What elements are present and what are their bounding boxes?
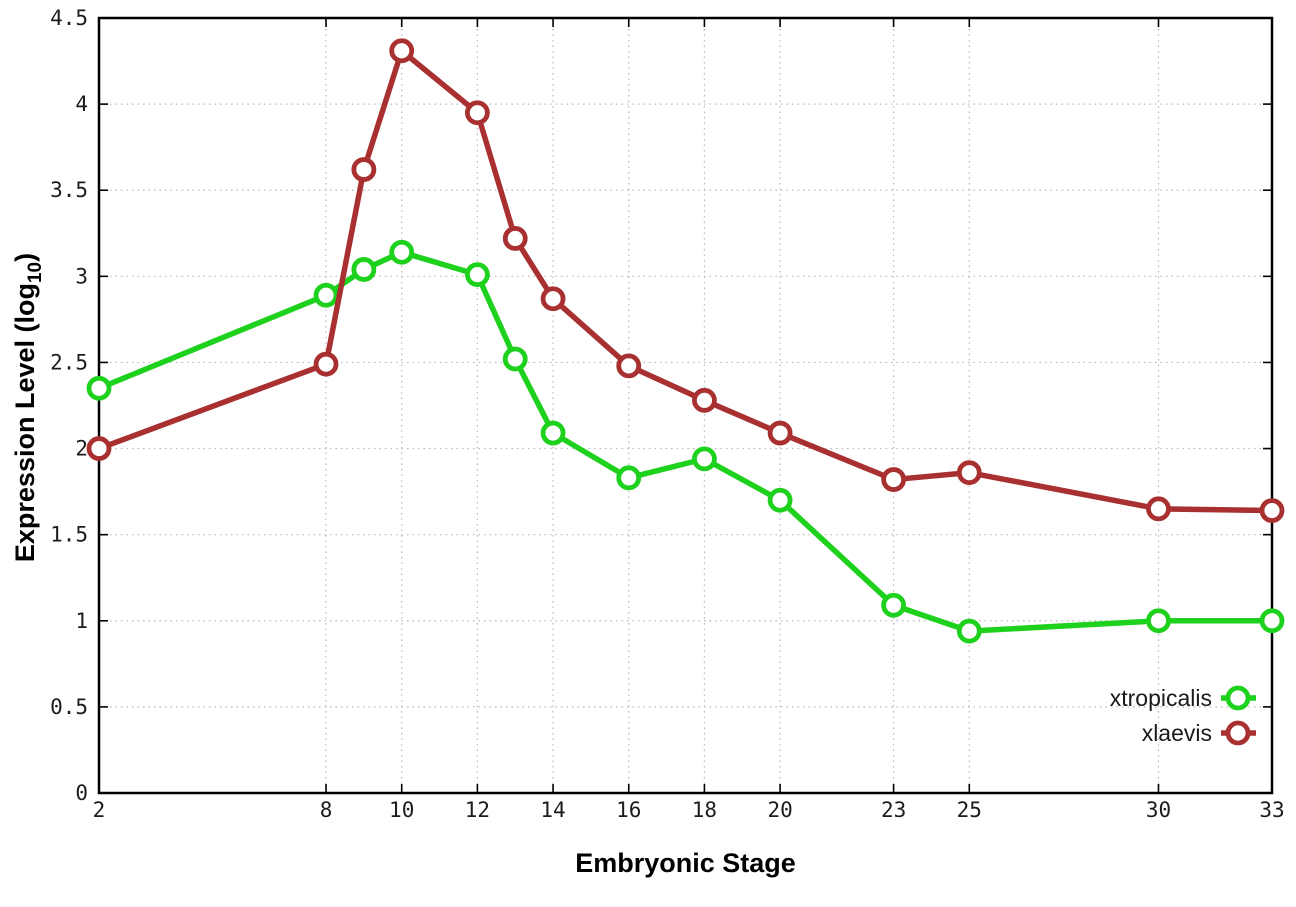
- x-tick-label: 25: [957, 798, 982, 822]
- data-point-xlaevis: [313, 351, 339, 377]
- y-tick-label: 2: [75, 437, 88, 461]
- legend-marker-xlaevis: [1225, 720, 1251, 746]
- y-tick-label: 0: [75, 781, 88, 805]
- y-tick-label: 2.5: [50, 350, 88, 374]
- data-point-xtropicalis: [1259, 608, 1285, 634]
- data-point-xlaevis: [1146, 496, 1171, 522]
- y-tick-label: 4: [75, 92, 88, 116]
- data-point-xlaevis: [956, 460, 982, 486]
- data-point-xtropicalis: [313, 282, 339, 308]
- x-tick-label: 23: [881, 798, 906, 822]
- data-point-xtropicalis: [616, 465, 642, 491]
- data-point-xlaevis: [881, 467, 907, 492]
- x-tick-label: 8: [320, 798, 333, 822]
- series-line-xtropicalis: [96, 249, 1275, 634]
- y-tick-label: 4.5: [50, 6, 88, 30]
- data-point-xlaevis: [464, 100, 490, 126]
- x-tick-label: 10: [389, 798, 414, 822]
- data-point-xlaevis: [767, 420, 793, 446]
- x-tick-label: 30: [1146, 798, 1171, 822]
- y-tick-label: 1: [75, 609, 88, 633]
- y-axis-title: Expression Level (log10): [10, 253, 46, 562]
- data-point-xtropicalis: [956, 618, 982, 644]
- x-tick-label: 33: [1259, 798, 1284, 822]
- data-point-xtropicalis: [502, 346, 528, 372]
- data-point-xlaevis: [86, 436, 112, 461]
- data-point-xlaevis: [351, 157, 377, 182]
- data-point-xlaevis: [692, 387, 717, 413]
- series-line-xlaevis: [96, 47, 1275, 514]
- data-point-xtropicalis: [767, 487, 793, 513]
- legend-label-xtropicalis: xtropicalis: [1110, 685, 1212, 711]
- x-tick-label: 16: [616, 798, 641, 822]
- data-point-xtropicalis: [464, 262, 490, 288]
- x-tick-label: 2: [93, 798, 106, 822]
- data-point-xtropicalis: [1146, 608, 1171, 634]
- legend-label-xlaevis: xlaevis: [1142, 720, 1212, 746]
- data-point-xlaevis: [616, 353, 642, 379]
- data-point-xlaevis: [502, 226, 528, 251]
- y-tick-label: 0.5: [50, 695, 88, 719]
- x-axis-title: Embryonic Stage: [575, 848, 796, 878]
- y-tick-label: 3: [75, 264, 88, 288]
- data-point-xtropicalis: [881, 592, 907, 618]
- data-point-xtropicalis: [389, 239, 415, 265]
- data-point-xlaevis: [389, 38, 415, 64]
- data-point-xtropicalis: [86, 375, 112, 401]
- legend-marker-xtropicalis: [1225, 685, 1251, 711]
- x-tick-label: 12: [465, 798, 490, 822]
- data-point-xlaevis: [1259, 498, 1285, 523]
- x-tick-label: 20: [767, 798, 792, 822]
- y-tick-label: 3.5: [50, 178, 88, 202]
- data-point-xlaevis: [540, 286, 566, 312]
- data-point-xtropicalis: [351, 257, 377, 282]
- data-point-xtropicalis: [692, 446, 717, 472]
- x-tick-label: 18: [692, 798, 717, 822]
- y-tick-label: 1.5: [50, 523, 88, 547]
- legend: xtropicalis xlaevis: [1110, 685, 1256, 746]
- plot-border: [97, 16, 1274, 795]
- x-tick-label: 14: [540, 798, 565, 822]
- data-point-xtropicalis: [540, 420, 566, 446]
